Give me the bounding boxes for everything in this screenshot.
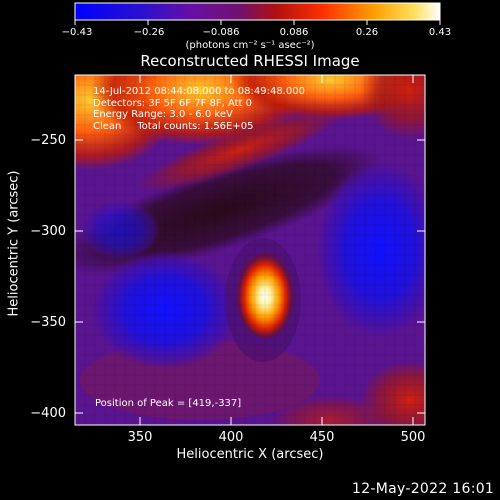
colorbar-tick-label: 0.086 xyxy=(279,27,309,38)
x-tick-label: 450 xyxy=(309,430,335,445)
x-axis-label: Heliocentric X (arcsec) xyxy=(176,447,324,462)
colorbar-tick-label: 0.26 xyxy=(355,27,379,38)
y-tick-label: −350 xyxy=(30,315,66,330)
generation-timestamp: 12-May-2022 16:01 xyxy=(352,481,495,497)
colorbar-tick-label: 0.43 xyxy=(428,27,452,38)
plot-frame xyxy=(74,74,426,426)
y-tick-label: −300 xyxy=(30,224,66,239)
colorbar-gradient xyxy=(74,2,441,21)
observation-info: 14-Jul-2012 08:44:08.000 to 08:49:48.000… xyxy=(93,86,305,132)
x-tick-label: 400 xyxy=(218,430,244,445)
detectors-info: Detectors: 3F 5F 6F 7F 8F, Att 0 xyxy=(93,97,253,109)
colorbar xyxy=(74,2,441,25)
clean-counts: Clean Total counts: 1.56E+05 xyxy=(93,120,254,132)
image-content xyxy=(75,75,425,425)
y-axis-ticks xyxy=(75,139,425,414)
colorbar-units: (photons cm⁻² s⁻¹ asec⁻²) xyxy=(185,40,315,51)
colorbar-tick-label: −0.26 xyxy=(133,27,165,38)
colorbar-tick-label: −0.086 xyxy=(202,27,240,38)
x-axis-ticks xyxy=(139,75,414,425)
xray-peak-source xyxy=(235,246,295,338)
time-range: 14-Jul-2012 08:44:08.000 to 08:49:48.000 xyxy=(93,86,305,97)
energy-range: Energy Range: 3.0 - 6.0 keV xyxy=(93,109,233,120)
y-tick-label: −250 xyxy=(30,133,66,148)
y-axis-label: Heliocentric Y (arcsec) xyxy=(6,170,22,317)
image-title: Reconstructed RHESSI Image xyxy=(140,52,360,70)
x-tick-label: 350 xyxy=(127,430,153,445)
peak-position: Position of Peak = [419,-337] xyxy=(95,398,242,409)
colorbar-tick-label: −0.43 xyxy=(61,27,93,38)
y-tick-label: −400 xyxy=(30,406,66,421)
x-tick-label: 500 xyxy=(400,430,426,445)
